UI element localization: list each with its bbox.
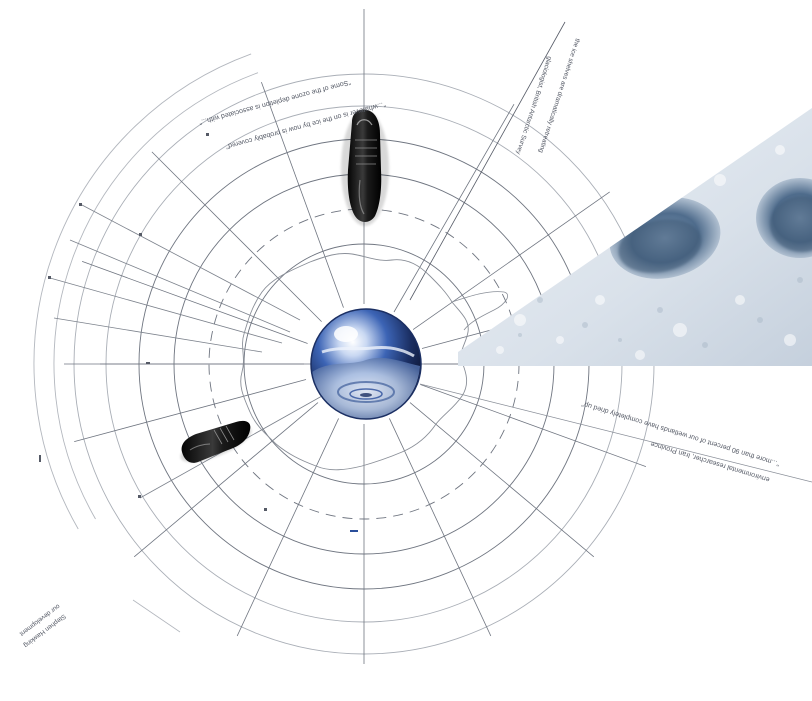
spoke-10 <box>236 418 339 637</box>
peninsula-outline <box>451 291 508 331</box>
spoke-12 <box>74 379 307 442</box>
spoke-7 <box>409 402 595 558</box>
continent-outline <box>240 253 469 471</box>
outer-arc-2 <box>33 53 252 530</box>
diagonal-guide <box>409 21 566 301</box>
spoke-16 <box>261 81 344 308</box>
spoke-2 <box>393 103 515 313</box>
quote-top-4: the ice shelves are dramatically retreat… <box>537 37 581 154</box>
spoke-14 <box>81 261 308 344</box>
spoke-8 <box>389 418 492 637</box>
left-guide-lines <box>49 204 323 633</box>
spoke-6 <box>420 384 647 467</box>
spoke-3 <box>412 191 610 330</box>
spoke-15 <box>151 151 322 322</box>
dress-shoe-top <box>341 109 389 226</box>
spoke-11 <box>133 402 319 558</box>
glass-globe-icon <box>310 308 422 420</box>
right-guide <box>419 383 812 483</box>
outer-arc-1 <box>53 72 259 520</box>
snow-wedge <box>458 108 812 366</box>
tick-marks <box>39 133 358 532</box>
dress-shoe-left <box>180 420 252 463</box>
